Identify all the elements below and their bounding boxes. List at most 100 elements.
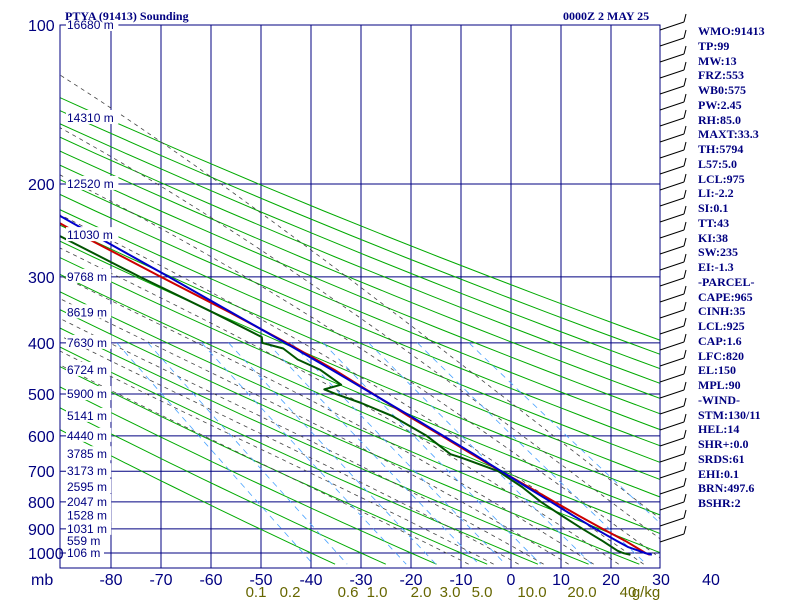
height-label-bg <box>66 407 112 422</box>
wind-barb-flag <box>683 221 687 231</box>
height-label-bg <box>66 268 112 283</box>
moist-adiabat <box>60 335 519 565</box>
dewpoint-profile <box>60 234 631 556</box>
wind-barb <box>659 357 685 367</box>
wind-barb <box>659 197 685 207</box>
mixing-ratio-label: 5.0 <box>472 584 493 600</box>
wind-barb-flag <box>683 317 687 327</box>
pressure-label: 400 <box>28 336 55 353</box>
height-label: 1031 m <box>67 522 107 536</box>
mixing-ratio-label: 0.2 <box>280 584 301 600</box>
height-label-bg <box>66 479 112 494</box>
wind-barb-flag <box>683 285 687 295</box>
height-label: 2047 m <box>67 495 107 509</box>
height-label-bg <box>66 334 112 349</box>
temperature-tick-label: -10 <box>449 572 472 589</box>
stat-line: CAP:1.6 <box>698 333 742 348</box>
stat-line: PW:2.45 <box>698 97 742 112</box>
mixing-ratio-line <box>228 342 437 565</box>
wind-barb-flag <box>683 413 687 423</box>
wind-barb-flag <box>683 157 687 167</box>
height-label: 12520 m <box>67 177 114 191</box>
wind-barb-flag <box>683 429 687 439</box>
temperature-tick-label: 30 <box>652 572 670 589</box>
wind-barb-flag <box>683 493 687 503</box>
height-label-bg <box>66 533 104 548</box>
stat-line: TT:43 <box>698 215 730 230</box>
dry-adiabat <box>60 346 539 565</box>
temperature-tick-label: 0 <box>507 572 516 589</box>
stat-line: HEL:14 <box>698 422 740 437</box>
wind-barb <box>659 229 685 239</box>
pressure-label: 1000 <box>28 546 64 563</box>
wind-barb <box>659 485 685 495</box>
wind-barb-flag <box>683 77 687 87</box>
wind-barb-flag <box>683 125 687 135</box>
height-label: 9768 m <box>67 270 107 284</box>
mixing-ratio-line <box>291 342 506 565</box>
stat-line: EI:-1.3 <box>698 260 734 274</box>
stat-line: MW:13 <box>698 53 737 68</box>
height-label-bg <box>66 446 112 461</box>
wind-barb-flag <box>683 301 687 311</box>
wind-barb-flag <box>683 269 687 279</box>
temperature-profile <box>60 222 651 556</box>
mixing-ratio-label: g/kg <box>632 584 660 600</box>
stat-line: L57:5.0 <box>698 156 737 171</box>
wind-barb-flag <box>683 397 687 407</box>
wind-barb <box>659 533 685 543</box>
wind-barb <box>659 373 685 383</box>
mixing-ratio-line <box>201 342 407 565</box>
stat-line: CAPE:965 <box>698 289 753 304</box>
wind-barb-flag <box>683 509 687 519</box>
wind-barb-flag <box>683 173 687 183</box>
wind-barb <box>659 245 685 255</box>
dry-adiabat <box>60 309 640 565</box>
wind-barb-flag <box>683 525 687 535</box>
dry-adiabat <box>60 123 660 370</box>
height-label-bg <box>66 493 112 508</box>
dry-adiabat <box>60 327 589 565</box>
moist-adiabat <box>60 350 494 565</box>
stat-line: RH:85.0 <box>698 112 741 127</box>
height-label-bg <box>66 17 119 31</box>
stat-line: FRZ:553 <box>698 68 744 83</box>
pressure-label: 700 <box>28 464 55 481</box>
wind-barb <box>659 277 685 287</box>
wind-barb-flag <box>683 13 687 23</box>
dry-adiabat <box>60 291 660 554</box>
stat-line: SRDS:61 <box>698 451 745 466</box>
pressure-label: 100 <box>28 18 55 35</box>
dry-adiabat <box>60 209 660 463</box>
wind-barb <box>659 85 685 95</box>
wind-barb <box>659 405 685 415</box>
height-label: 106 m <box>67 546 100 560</box>
height-label-bg <box>66 463 112 478</box>
wind-barb <box>659 21 685 31</box>
chart-title: PTYA (91413) Sounding <box>65 9 189 23</box>
mixing-ratio-label: 20.0 <box>567 584 596 600</box>
wind-barb <box>659 101 685 111</box>
mixing-ratio-line <box>267 342 480 565</box>
wind-barb-flag <box>683 93 687 103</box>
temperature-tick-label: -40 <box>299 572 322 589</box>
wind-barb <box>659 325 685 335</box>
stat-line: EL:150 <box>698 363 737 378</box>
dry-adiabat <box>60 179 660 431</box>
mixing-ratio-line <box>468 342 660 524</box>
parcel-profile <box>60 214 653 556</box>
chart-date: 0000Z 2 MAY 25 <box>563 9 650 23</box>
dry-adiabat <box>60 257 660 516</box>
stat-line: MAXT:33.3 <box>698 127 759 142</box>
stat-line: LFC:820 <box>698 348 744 363</box>
mixing-ratio-label: 10.0 <box>517 584 546 600</box>
mixing-ratio-line <box>322 342 542 565</box>
wind-barb-flag <box>683 141 687 151</box>
height-label: 5141 m <box>67 409 107 423</box>
stat-line: LCL:925 <box>698 319 745 333</box>
stat-line: SW:235 <box>698 245 739 260</box>
height-label: 16680 m <box>67 18 114 32</box>
wind-barb-flag <box>683 189 687 199</box>
wind-barb <box>659 517 685 527</box>
temperature-tick-label: 20 <box>602 572 620 589</box>
